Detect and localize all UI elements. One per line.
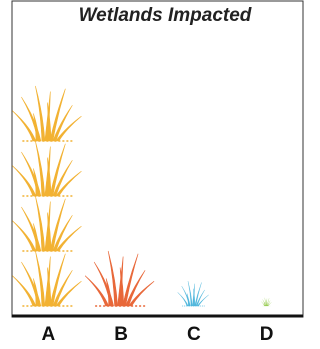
- x-tick-label: C: [187, 324, 201, 345]
- blade: [178, 292, 189, 306]
- x-tick-label: B: [114, 324, 128, 345]
- x-tick-label: A: [42, 324, 56, 345]
- grass-icon: [178, 281, 209, 306]
- blade: [12, 276, 36, 306]
- blade: [85, 276, 109, 306]
- grass-icon: [12, 196, 81, 251]
- grass-icon: [261, 298, 271, 306]
- blade: [12, 111, 36, 141]
- chart: Wetlands Impacted A B C D: [0, 0, 315, 349]
- x-tick-label: D: [260, 324, 274, 345]
- blade: [261, 301, 265, 306]
- frame: [12, 1, 303, 317]
- grass-icon: [12, 86, 81, 141]
- blade: [12, 166, 36, 196]
- grass-icon: [12, 251, 81, 306]
- grass-icon: [12, 141, 81, 196]
- grass-icon: [85, 251, 154, 306]
- blade: [12, 221, 36, 251]
- chart-title: Wetlands Impacted: [79, 5, 252, 26]
